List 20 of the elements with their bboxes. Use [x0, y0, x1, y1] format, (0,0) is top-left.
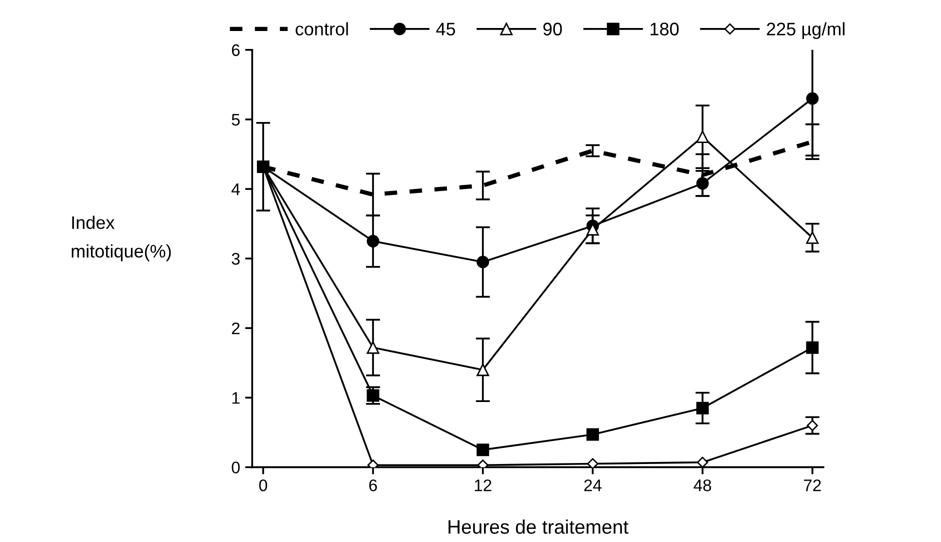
- y-tick-label: 3: [232, 252, 240, 265]
- y-tick-label: 1: [232, 392, 240, 404]
- legend-label: 225 µg/ml: [766, 22, 844, 40]
- x-tick-label: 12: [474, 479, 492, 492]
- x-tick-label: 6: [369, 479, 377, 492]
- legend-label: control: [296, 22, 348, 36]
- legend-label: 90: [543, 22, 562, 36]
- y-tick-label: 5: [232, 114, 240, 126]
- x-tick-label: 48: [694, 479, 712, 492]
- y-axis-title: Index mitotique(%): [72, 216, 171, 262]
- legend-label: 180: [650, 22, 679, 36]
- y-tick-label: 2: [232, 322, 240, 334]
- y-tick-label: 0: [232, 462, 240, 474]
- x-tick-label: 0: [259, 479, 268, 492]
- x-tick-label: 24: [584, 479, 602, 492]
- x-tick-label: 72: [804, 479, 821, 492]
- y-tick-label: 6: [232, 44, 240, 56]
- legend-label: 45: [436, 22, 456, 36]
- y-tick-label: 4: [231, 184, 240, 196]
- x-axis-title: Heures de traitement: [448, 520, 628, 534]
